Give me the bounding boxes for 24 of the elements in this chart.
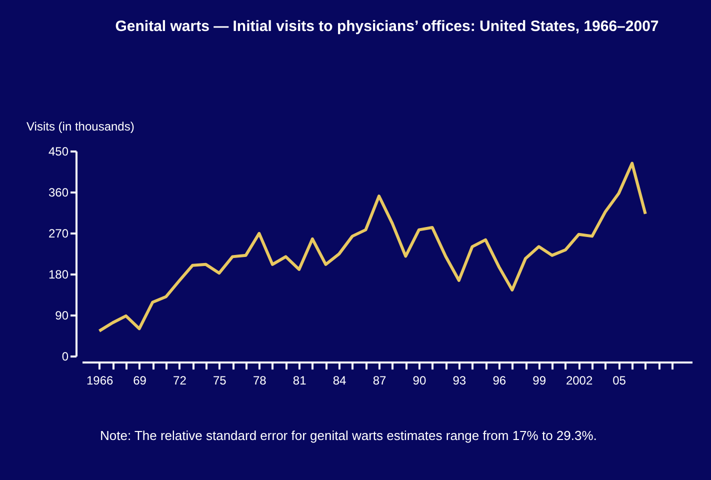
x-tick-label: 93 (452, 374, 466, 388)
x-tick-label: 99 (532, 374, 546, 388)
x-tick-label: 72 (173, 374, 187, 388)
x-tick-label: 75 (213, 374, 227, 388)
y-tick-label: 180 (48, 268, 69, 282)
y-tick-label: 0 (62, 350, 69, 364)
text: Note: The relative standard error for genital warts estimates range from 17% to 29.3%. (100, 428, 597, 443)
x-tick-label: 90 (412, 374, 426, 388)
y-tick-label: 90 (55, 308, 69, 322)
x-tick-label: 87 (372, 374, 387, 388)
y-tick-label: 360 (48, 186, 69, 200)
x-tick-label: 69 (133, 374, 147, 388)
x-tick-label: 05 (612, 374, 626, 388)
x-tick-label: 78 (252, 374, 267, 388)
x-tick-label: 84 (332, 374, 347, 388)
y-tick-label: 270 (48, 226, 69, 240)
x-tick-label: 96 (492, 374, 506, 388)
line-series (98, 162, 647, 332)
y-axis-title: Visits (in thousands) (26, 120, 134, 134)
x-tick-label: 2002 (566, 374, 593, 388)
x-tick-label: 81 (292, 374, 307, 388)
y-tick-label: 450 (48, 144, 69, 158)
x-tick-label: 1966 (86, 374, 114, 388)
chart-title: Genital warts — Initial visits to physicians’ offices: United States, 1966–2007 (115, 18, 659, 35)
